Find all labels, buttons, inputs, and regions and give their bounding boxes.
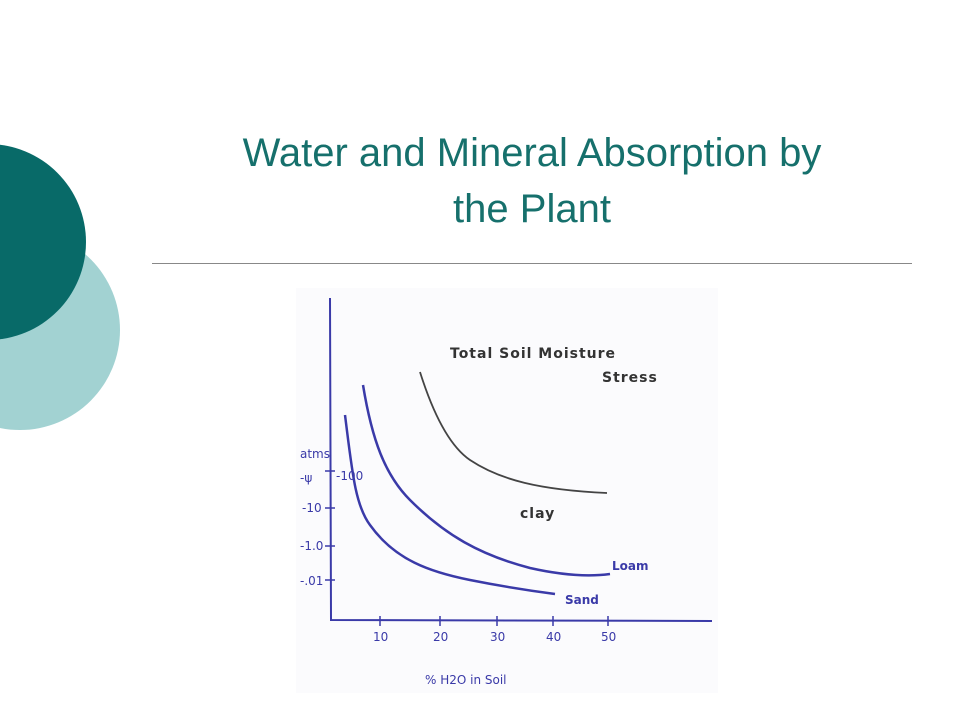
x-tick-label: 30 [490, 630, 505, 644]
clay-curve [419, 371, 608, 494]
figure: Total Soil Moisture Stress atms -ψ -100 … [296, 288, 718, 693]
axes [329, 297, 713, 622]
x-tick-label: 50 [601, 630, 616, 644]
y-tick-label: -10 [302, 501, 322, 515]
curve-label: Sand [565, 593, 599, 607]
y-label: atms [300, 447, 330, 461]
tick-marks [325, 470, 609, 626]
figure-title-line: Stress [602, 370, 658, 386]
decor-circle-dark [0, 144, 86, 340]
x-tick-label: 10 [373, 630, 388, 644]
y-label: -ψ [300, 471, 312, 485]
y-tick-label: -100 [336, 469, 363, 483]
y-tick-label: -.01 [300, 574, 323, 588]
x-tick-label: 20 [433, 630, 448, 644]
figure-title-line: Total Soil Moisture [450, 346, 616, 362]
sand-curve [343, 414, 556, 596]
figure-background [296, 288, 718, 693]
loam-curve [361, 384, 611, 577]
y-tick-label: -1.0 [300, 539, 323, 553]
x-label: % H2O in Soil [425, 673, 507, 687]
slide-title-line: Water and Mineral Absorption by [243, 131, 822, 175]
x-tick-label: 40 [546, 630, 561, 644]
slide-title-line: the Plant [453, 187, 611, 231]
curve-label: Loam [612, 559, 649, 573]
curve-label: clay [520, 506, 555, 522]
